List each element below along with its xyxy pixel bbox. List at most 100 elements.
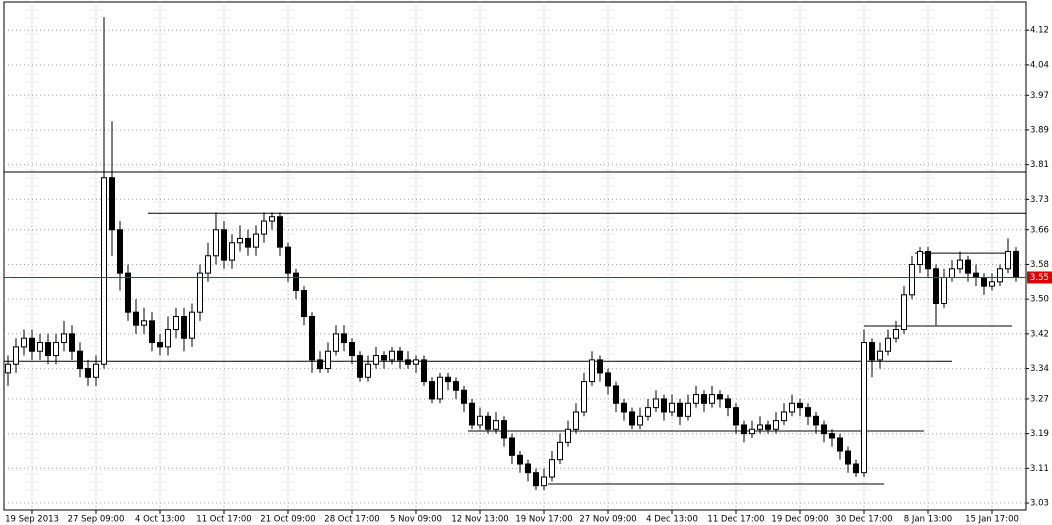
candle-body bbox=[21, 337, 27, 348]
candle-body bbox=[885, 337, 891, 352]
y-tick-label: 3.89 bbox=[1030, 125, 1049, 135]
x-tick-label: 19 Dec 09:00 bbox=[771, 515, 828, 525]
candle-body bbox=[853, 463, 859, 474]
candle-body bbox=[229, 242, 235, 261]
candle-body bbox=[445, 376, 451, 383]
candle-body bbox=[373, 355, 379, 365]
candle-body bbox=[45, 342, 51, 357]
candle-body bbox=[357, 355, 363, 378]
candle-body bbox=[37, 342, 43, 352]
y-tick-label: 3.73 bbox=[1030, 195, 1049, 205]
candle-body bbox=[493, 420, 499, 430]
candle-body bbox=[469, 402, 475, 426]
candle-body bbox=[421, 359, 427, 383]
candle-body bbox=[317, 359, 323, 370]
candle-body bbox=[581, 381, 587, 413]
candle-body bbox=[789, 402, 795, 413]
candle-body bbox=[693, 394, 699, 404]
candle-body bbox=[661, 398, 667, 413]
candle-body bbox=[245, 237, 251, 248]
x-tick-label: 28 Oct 17:00 bbox=[324, 515, 379, 525]
x-tick-label: 15 Jan 17:00 bbox=[965, 515, 1019, 525]
candle-body bbox=[197, 272, 203, 313]
candle-body bbox=[1005, 250, 1011, 270]
candle-body bbox=[237, 237, 243, 244]
candle-body bbox=[749, 428, 755, 435]
candle-body bbox=[781, 411, 787, 422]
candle-body bbox=[997, 268, 1003, 283]
candle-body bbox=[965, 259, 971, 274]
candle-body bbox=[797, 402, 803, 409]
candle-body bbox=[949, 268, 955, 278]
candle-body bbox=[677, 402, 683, 417]
candle-body bbox=[173, 316, 179, 331]
candle-body bbox=[757, 424, 763, 430]
candle-body bbox=[125, 272, 131, 313]
candle-body bbox=[477, 415, 483, 426]
candle-body bbox=[61, 333, 67, 344]
x-tick-label: 27 Nov 09:00 bbox=[579, 515, 636, 525]
candle-body bbox=[765, 424, 771, 430]
candle-body bbox=[725, 398, 731, 409]
candle-body bbox=[701, 394, 707, 404]
candle-body bbox=[133, 311, 139, 326]
candle-body bbox=[549, 459, 555, 478]
y-tick-label: 3.19 bbox=[1030, 429, 1049, 439]
candle-body bbox=[309, 316, 315, 361]
candle-body bbox=[189, 311, 195, 339]
candle-body bbox=[253, 233, 259, 248]
candle-body bbox=[117, 229, 123, 274]
candle-body bbox=[517, 454, 523, 465]
candle-body bbox=[813, 415, 819, 426]
candle-body bbox=[165, 329, 171, 348]
candle-body bbox=[293, 272, 299, 291]
y-tick-label: 3.03 bbox=[1030, 499, 1049, 509]
candle-body bbox=[453, 381, 459, 391]
candle-body bbox=[533, 472, 539, 487]
candle-body bbox=[261, 220, 267, 235]
candle-body bbox=[301, 289, 307, 318]
candle-body bbox=[77, 350, 83, 370]
candle-body bbox=[221, 229, 227, 261]
candle-body bbox=[989, 281, 995, 287]
candle-body bbox=[437, 376, 443, 400]
candle-body bbox=[605, 372, 611, 387]
candle-body bbox=[397, 350, 403, 361]
candle-body bbox=[381, 355, 387, 361]
candle-body bbox=[925, 250, 931, 270]
candle-body bbox=[277, 216, 283, 248]
candle-body bbox=[957, 259, 963, 270]
candle-body bbox=[829, 433, 835, 439]
candle-body bbox=[981, 276, 987, 287]
candle-body bbox=[565, 428, 571, 443]
candle-body bbox=[181, 316, 187, 339]
candle-body bbox=[341, 333, 347, 344]
candle-body bbox=[389, 350, 395, 361]
candle-body bbox=[557, 441, 563, 461]
candle-body bbox=[805, 407, 811, 417]
y-tick-label: 3.66 bbox=[1030, 225, 1049, 235]
candle-body bbox=[877, 350, 883, 361]
x-tick-label: 30 Dec 17:00 bbox=[835, 515, 892, 525]
candle-body bbox=[461, 389, 467, 404]
candle-body bbox=[149, 320, 155, 344]
y-tick-label: 3.11 bbox=[1030, 464, 1049, 474]
x-tick-label: 4 Dec 13:00 bbox=[646, 515, 698, 525]
candle-body bbox=[941, 276, 947, 305]
candle-body bbox=[109, 177, 115, 231]
y-tick-label: 4.12 bbox=[1030, 26, 1049, 36]
candle-body bbox=[93, 363, 99, 378]
current-price-label: 3.55 bbox=[1030, 273, 1049, 283]
candle-body bbox=[501, 420, 507, 439]
candle-body bbox=[325, 350, 331, 370]
y-tick-label: 4.04 bbox=[1030, 60, 1049, 70]
candle-body bbox=[101, 177, 107, 365]
candle-body bbox=[909, 263, 915, 296]
plot-frame bbox=[3, 1, 1027, 511]
candle-body bbox=[901, 294, 907, 331]
candle-body bbox=[525, 463, 531, 474]
candle-body bbox=[29, 337, 35, 352]
candle-body bbox=[141, 320, 147, 326]
x-tick-label: 11 Dec 17:00 bbox=[707, 515, 764, 525]
